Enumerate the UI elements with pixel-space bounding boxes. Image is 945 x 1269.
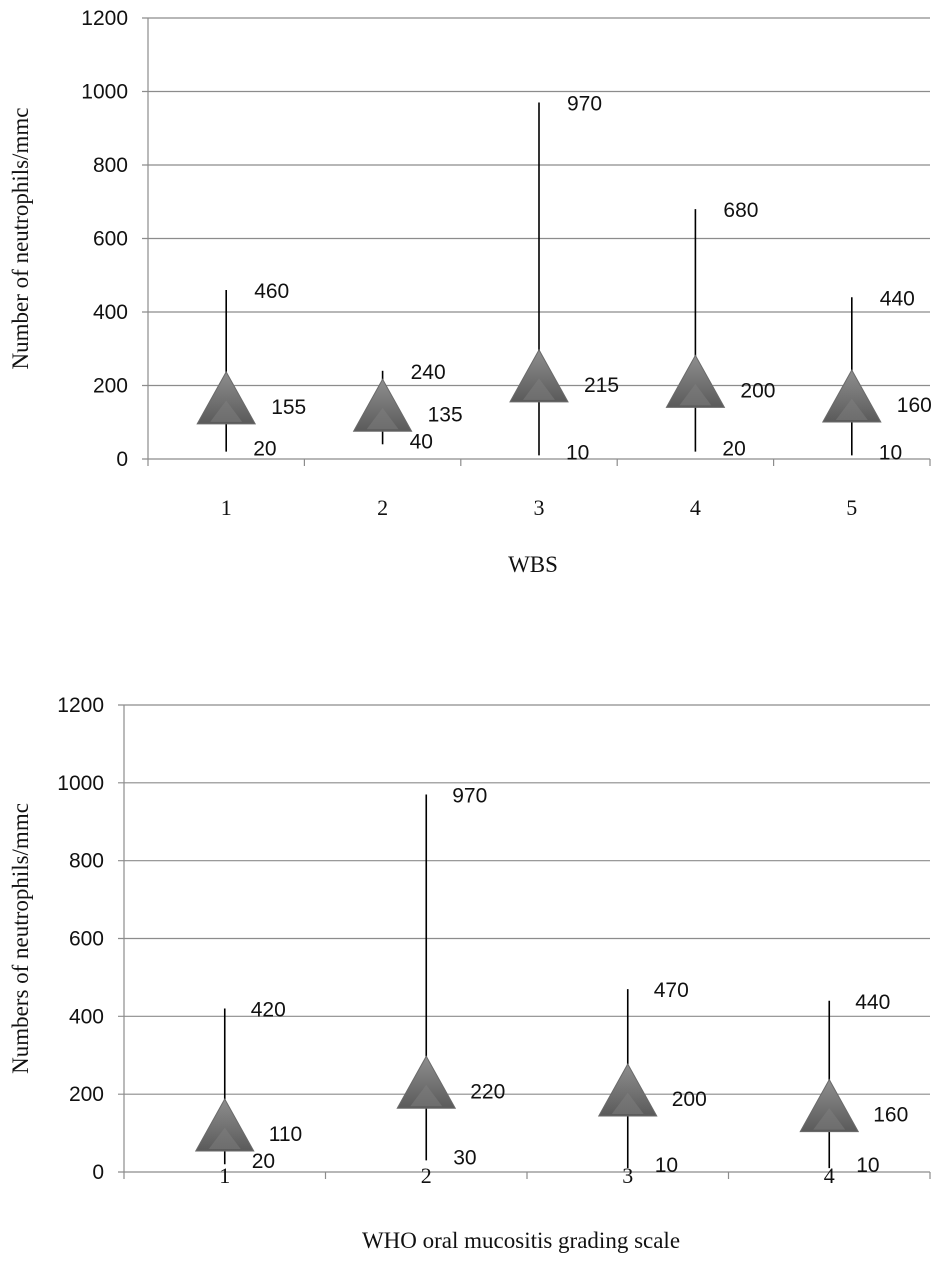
median-marker — [194, 1098, 255, 1152]
y-tick-label: 0 — [116, 448, 128, 471]
min-value-label: 10 — [879, 441, 902, 464]
min-value-label: 30 — [453, 1146, 476, 1169]
median-value-label: 110 — [269, 1123, 302, 1146]
max-value-label: 240 — [411, 361, 446, 384]
x-tick-label: 5 — [846, 495, 857, 520]
x-tick-label: 2 — [377, 495, 388, 520]
median-value-label: 135 — [428, 403, 463, 426]
x-tick-label: 2 — [421, 1163, 432, 1188]
median-marker-shade — [523, 378, 555, 400]
x-tick-label: 3 — [622, 1163, 633, 1188]
max-value-label: 460 — [254, 280, 289, 303]
y-axis-title: Number of neutrophils/mmc — [8, 108, 33, 370]
max-value-label: 970 — [452, 785, 487, 808]
x-axis-title: WBS — [508, 552, 558, 577]
min-value-label: 10 — [655, 1154, 678, 1177]
median-marker-shade — [679, 383, 712, 406]
median-value-label: 200 — [672, 1088, 707, 1111]
x-tick-label: 1 — [221, 495, 232, 520]
min-value-label: 40 — [410, 430, 433, 453]
median-marker-shade — [410, 1084, 443, 1107]
min-value-label: 10 — [856, 1154, 879, 1177]
x-tick-label: 4 — [690, 495, 701, 520]
median-marker-shade — [813, 1108, 846, 1130]
wbs-chart: 0 200 400 600 800 1000 1200 1 2 3 4 5 WBS Number of n… — [8, 7, 932, 577]
x-tick-label: 1 — [219, 1163, 230, 1188]
y-tick-label: 1000 — [81, 81, 128, 104]
median-marker — [665, 354, 726, 408]
median-marker-shade — [208, 1127, 241, 1150]
median-marker — [597, 1062, 658, 1117]
max-value-label: 440 — [880, 287, 915, 310]
x-tick-label: 4 — [824, 1163, 835, 1188]
y-tick-label: 1000 — [57, 772, 104, 795]
y-tick-label: 400 — [69, 1005, 104, 1028]
max-value-label: 970 — [567, 93, 602, 116]
median-marker — [352, 378, 413, 432]
median-marker — [509, 348, 569, 403]
min-value-label: 20 — [722, 438, 745, 461]
max-value-label: 440 — [855, 991, 890, 1014]
max-value-label: 680 — [723, 199, 758, 222]
median-marker-shade — [611, 1092, 644, 1115]
y-tick-label: 800 — [69, 850, 104, 873]
median-marker — [799, 1078, 860, 1133]
y-tick-label: 600 — [93, 228, 128, 251]
y-tick-label: 1200 — [57, 694, 104, 717]
median-value-label: 200 — [740, 380, 775, 403]
median-marker — [196, 370, 257, 425]
min-value-label: 10 — [566, 441, 589, 464]
median-marker-shade — [835, 398, 868, 421]
median-value-label: 215 — [584, 374, 619, 397]
median-value-label: 155 — [271, 396, 306, 419]
who-grading-chart: 0 200 400 600 800 1000 1200 1 2 3 4 WHO oral mucosi… — [8, 694, 931, 1253]
median-value-label: 160 — [873, 1104, 908, 1127]
y-tick-label: 200 — [69, 1083, 104, 1106]
y-tick-label: 600 — [69, 928, 104, 951]
y-tick-label: 400 — [93, 301, 128, 324]
median-value-label: 220 — [470, 1080, 505, 1103]
min-value-label: 20 — [253, 438, 276, 461]
median-marker — [396, 1055, 457, 1109]
y-axis-title: Numbers of neutrophils/mmc — [8, 803, 33, 1074]
median-marker-shade — [366, 407, 399, 430]
median-value-label: 160 — [897, 394, 932, 417]
x-axis-title: WHO oral mucositis grading scale — [362, 1228, 680, 1253]
min-value-label: 20 — [252, 1150, 275, 1173]
median-marker-shade — [210, 400, 243, 422]
x-tick-label: 3 — [534, 495, 545, 520]
y-tick-label: 1200 — [81, 7, 128, 30]
max-value-label: 420 — [251, 999, 286, 1022]
median-marker — [821, 369, 882, 423]
y-tick-label: 200 — [93, 375, 128, 398]
y-tick-label: 800 — [93, 154, 128, 177]
max-value-label: 470 — [654, 979, 689, 1002]
y-tick-label: 0 — [92, 1161, 104, 1184]
